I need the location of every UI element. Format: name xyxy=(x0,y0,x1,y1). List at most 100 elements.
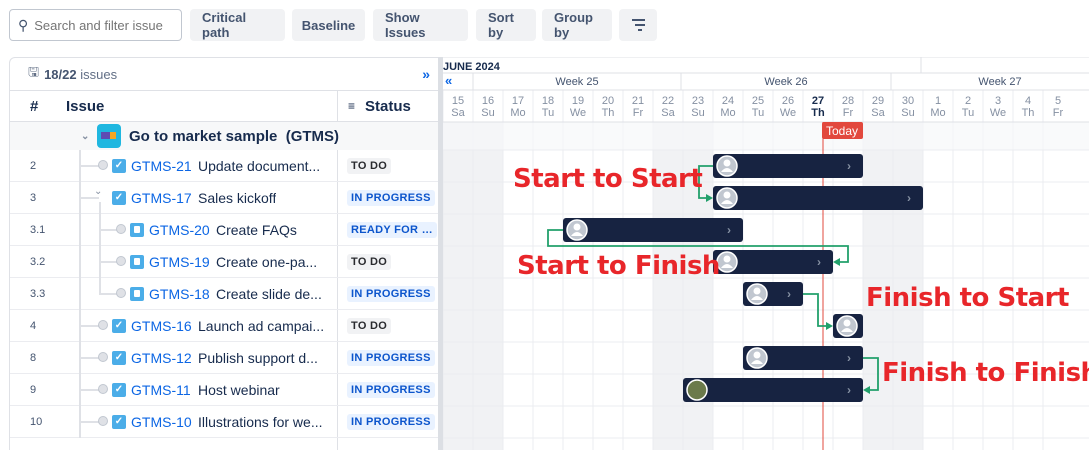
issue-row[interactable]: 10 ✓ GTMS-10 Illustrations for we... IN PROG… xyxy=(10,406,438,438)
issue-summary[interactable]: Create one-pa... xyxy=(216,253,318,270)
critical-path-button[interactable]: Critical path xyxy=(190,9,285,41)
day-number: 16 xyxy=(482,95,494,107)
issue-key-link[interactable]: GTMS-21 xyxy=(131,157,192,174)
row-number: 3.3 xyxy=(30,287,46,300)
gantt-chart: 15Sa16Su17Mo18Tu19We20Th21Fr22Sa23Su24Mo… xyxy=(443,57,1089,450)
status-badge[interactable]: TO DO xyxy=(347,157,392,174)
issue-key-link[interactable]: GTMS-20 xyxy=(149,221,210,238)
status-badge[interactable]: READY FOR L... xyxy=(347,221,437,238)
issue-row[interactable]: 2 ✓ GTMS-21 Update document... TO DO xyxy=(10,150,438,182)
status-badge[interactable]: TO DO xyxy=(347,253,392,270)
status-badge[interactable]: IN PROGRESS xyxy=(347,349,435,366)
day-name: Tu xyxy=(542,107,554,119)
bar-chevron-icon[interactable]: › xyxy=(727,223,731,237)
issue-summary[interactable]: Host webinar xyxy=(198,381,280,398)
dependency-line xyxy=(547,229,849,263)
issue-row[interactable]: 3.3 GTMS-18 Create slide de... IN PROGRESS xyxy=(10,278,438,310)
bar-body[interactable] xyxy=(713,186,923,210)
bar-body[interactable] xyxy=(683,378,863,402)
row-number: 3 xyxy=(30,191,37,204)
issue-row[interactable]: 9 ✓ GTMS-11 Host webinar IN PROGRESS xyxy=(10,374,438,406)
gantt-bar[interactable]: › xyxy=(743,282,803,306)
status-badge[interactable]: IN PROGRESS xyxy=(347,413,435,430)
status-filter-icon[interactable]: ≡ xyxy=(348,99,356,113)
gantt-bar[interactable]: › xyxy=(563,218,743,242)
chevron-down-icon[interactable]: ⌄ xyxy=(94,186,103,197)
avatar-head-icon xyxy=(573,223,581,231)
issue-key-link[interactable]: GTMS-17 xyxy=(131,189,192,206)
issue-row[interactable]: 3 ⌄ ✓ GTMS-17 Sales kickoff IN PROGRESS xyxy=(10,182,438,214)
bar-chevron-icon[interactable]: › xyxy=(817,255,821,269)
status-badge[interactable]: TO DO xyxy=(347,317,392,334)
issue-summary[interactable]: Launch ad campai... xyxy=(198,317,325,334)
gantt-bar[interactable] xyxy=(833,314,863,338)
avatar-head-icon xyxy=(723,255,731,263)
gantt-bar[interactable]: › xyxy=(713,154,863,178)
week-label: Week 26 xyxy=(764,76,807,88)
filter-button[interactable] xyxy=(619,9,657,41)
status-badge[interactable]: IN PROGRESS xyxy=(347,189,435,206)
bar-chevron-icon[interactable]: › xyxy=(847,159,851,173)
group-by-button[interactable]: Group by xyxy=(542,9,612,41)
sort-by-button[interactable]: Sort by xyxy=(476,9,536,41)
issue-summary[interactable]: Illustrations for we... xyxy=(198,413,323,430)
avatar xyxy=(686,379,708,401)
weekend-shade xyxy=(443,122,473,450)
search-field[interactable] xyxy=(34,17,175,33)
subtask-icon xyxy=(130,255,144,269)
issue-key-link[interactable]: GTMS-16 xyxy=(131,317,192,334)
baseline-button[interactable]: Baseline xyxy=(292,9,365,41)
bar-chevron-icon[interactable]: › xyxy=(847,383,851,397)
collapse-panel-button[interactable]: » xyxy=(422,66,430,82)
day-number: 21 xyxy=(632,95,644,107)
issue-key-link[interactable]: GTMS-11 xyxy=(131,381,191,398)
issue-summary[interactable]: Sales kickoff xyxy=(198,189,277,206)
scroll-left-icon[interactable]: « xyxy=(445,73,452,88)
dependency-line xyxy=(803,293,829,327)
issue-row[interactable]: 4 ✓ GTMS-16 Launch ad campai... TO DO xyxy=(10,310,438,342)
search-input[interactable]: ⚲ xyxy=(9,9,182,41)
day-number: 29 xyxy=(872,95,884,107)
row-number: 8 xyxy=(30,351,37,364)
bar-chevron-icon[interactable]: › xyxy=(847,351,851,365)
status-badge[interactable]: IN PROGRESS xyxy=(347,381,435,398)
issue-key-link[interactable]: GTMS-19 xyxy=(149,253,210,270)
chevron-down-icon[interactable]: ⌄ xyxy=(81,130,90,142)
bar-body[interactable] xyxy=(713,250,833,274)
issue-row[interactable]: 3.2 GTMS-19 Create one-pa... TO DO xyxy=(10,246,438,278)
gantt-bar[interactable]: › xyxy=(743,346,863,370)
bar-body[interactable] xyxy=(743,346,863,370)
avatar-body-icon xyxy=(751,360,763,364)
issue-summary[interactable]: Create FAQs xyxy=(216,221,297,238)
bar-body[interactable] xyxy=(713,154,863,178)
gantt-bar[interactable]: › xyxy=(683,378,863,402)
group-row[interactable]: ⌄ Go to market sample (GTMS) xyxy=(10,122,438,150)
weekend-shade xyxy=(893,122,923,450)
column-status[interactable]: Status xyxy=(365,97,411,115)
day-name: Fr xyxy=(633,107,644,119)
issue-row[interactable]: 3.1 GTMS-20 Create FAQs READY FOR L... xyxy=(10,214,438,246)
issue-key-link[interactable]: GTMS-18 xyxy=(149,285,210,302)
panel-resize-handle[interactable] xyxy=(438,57,443,450)
show-issues-button[interactable]: Show Issues xyxy=(373,9,468,41)
issue-summary[interactable]: Create slide de... xyxy=(216,285,322,302)
issue-key-link[interactable]: GTMS-10 xyxy=(131,413,192,430)
status-badge[interactable]: IN PROGRESS xyxy=(347,285,435,302)
bar-body[interactable] xyxy=(563,218,743,242)
annotation-start-to-finish: Start to Finish xyxy=(517,251,720,281)
bar-chevron-icon[interactable]: › xyxy=(907,191,911,205)
issue-key-link[interactable]: GTMS-12 xyxy=(131,349,192,366)
column-issue[interactable]: Issue xyxy=(66,97,105,115)
bar-chevron-icon[interactable]: › xyxy=(787,287,791,301)
issue-row[interactable]: 8 ✓ GTMS-12 Publish support d... IN PROGRESS xyxy=(10,342,438,374)
day-name: Sa xyxy=(661,107,675,119)
gantt-bar[interactable]: › xyxy=(713,250,833,274)
gantt-bar[interactable]: › xyxy=(713,186,923,210)
weekend-shade xyxy=(473,122,503,450)
annotation-start-to-start: Start to Start xyxy=(513,164,703,194)
day-number: 18 xyxy=(542,95,554,107)
tree-line xyxy=(99,202,101,214)
issue-summary[interactable]: Publish support d... xyxy=(198,349,318,366)
subtask-icon xyxy=(130,223,144,237)
issue-summary[interactable]: Update document... xyxy=(198,157,321,174)
